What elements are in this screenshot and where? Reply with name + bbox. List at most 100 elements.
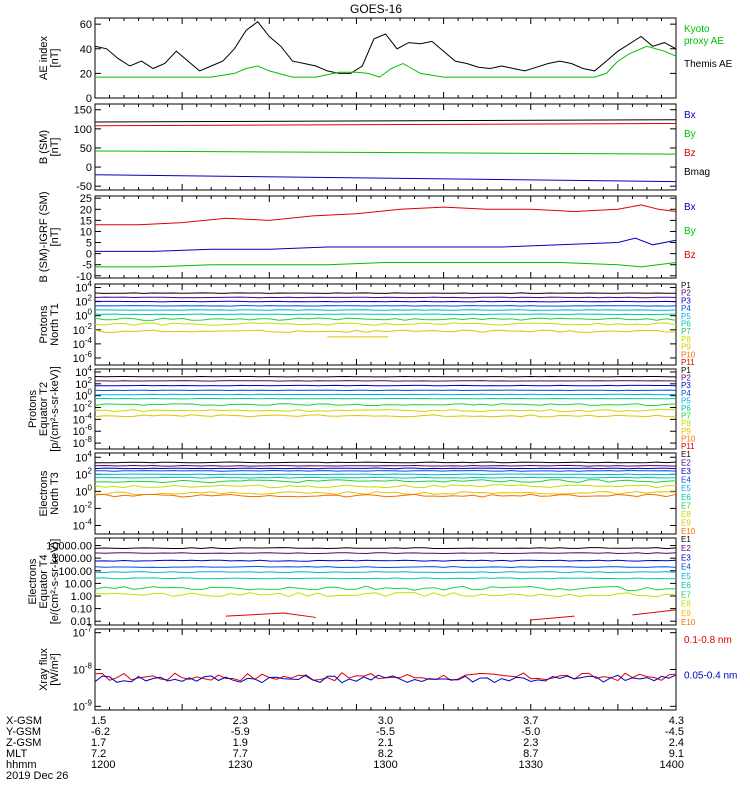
- y-axis-label: B (SM): [38, 130, 50, 164]
- series-line-xray: [94, 672, 677, 682]
- y-tick-label: 10000.00: [46, 541, 92, 553]
- tick-value: 8.2: [378, 748, 393, 760]
- legend-entry: P2: [681, 289, 691, 298]
- y-tick-label: 40: [80, 44, 92, 56]
- legend-entry: P9: [681, 427, 691, 436]
- series-line-xray: [94, 674, 677, 684]
- legend-entry: P6: [681, 320, 691, 329]
- tick-value: 1230: [228, 759, 252, 771]
- series-line-channel-2: [94, 552, 677, 555]
- y-tick-label: -10: [76, 271, 92, 283]
- series-line-channel-7: [94, 403, 677, 407]
- legend-entry: proxy AE: [684, 36, 724, 47]
- tick-value: 1400: [660, 759, 684, 771]
- tick-value: 1.9: [233, 737, 248, 749]
- y-axis-label: AE index: [38, 35, 50, 80]
- y-tick-label: 150: [74, 105, 92, 117]
- y-tick-label: 20: [80, 68, 92, 80]
- series-line-channel-3: [95, 300, 677, 303]
- y-axis-label: Equator T2: [38, 382, 50, 436]
- y-axis-label: Protons: [38, 305, 50, 343]
- y-tick-label: 102: [75, 466, 92, 481]
- series-line-channel-4: [95, 470, 677, 472]
- y-tick-label: 10-4: [73, 336, 93, 351]
- legend-entry: E5: [681, 572, 691, 581]
- series-line-channel-9: [94, 329, 677, 333]
- tick-value: 1.7: [91, 737, 106, 749]
- y-tick-label: 10-8: [73, 662, 93, 677]
- legend-entry: E7: [681, 501, 691, 510]
- tick-value: -6.2: [91, 726, 110, 738]
- y-axis-label: North T1: [49, 303, 61, 346]
- tick-value: -4.5: [665, 726, 684, 738]
- series-line-bmag: [94, 119, 677, 123]
- series-line-channel-7: [94, 317, 677, 321]
- y-axis-label: [p/(cm²-s-sr-keV)]: [49, 366, 61, 452]
- series-line-channel-9: [94, 414, 677, 418]
- y-tick-label: 100.00: [58, 566, 92, 578]
- series-line-channel-1: [94, 292, 676, 294]
- row-label: Y-GSM: [6, 726, 41, 738]
- series-line-channel-10: [94, 493, 677, 498]
- tick-value: 7.7: [233, 748, 248, 760]
- y-axis-label: [nT]: [49, 138, 61, 157]
- legend-entry: E1: [681, 535, 691, 544]
- legend-entry: 0.1-0.8 nm: [684, 635, 732, 646]
- legend-entry: E9: [681, 609, 691, 618]
- legend-entry: E2: [681, 459, 691, 468]
- series-fragment-e9: [632, 609, 677, 616]
- series-line-channel-8: [94, 592, 677, 598]
- series-line-channel-5: [94, 473, 677, 476]
- y-axis-label: Protons: [27, 390, 39, 428]
- tick-value: 2.1: [378, 737, 393, 749]
- tick-value: -5.9: [231, 726, 250, 738]
- y-tick-label: 1.00: [71, 591, 92, 603]
- y-axis-label: [nT]: [49, 49, 61, 68]
- series-line-channel-7: [94, 585, 677, 592]
- tick-value: -5.5: [376, 726, 395, 738]
- legend-entry: P10: [681, 350, 696, 359]
- series-line-channel-4: [94, 565, 677, 569]
- y-axis-label: [W/m²]: [49, 653, 61, 685]
- series-line-by: [95, 262, 677, 268]
- y-axis-label: Electrons: [27, 558, 39, 604]
- y-tick-label: 10-8: [73, 435, 93, 450]
- legend-entry: Bmag: [684, 167, 710, 178]
- y-tick-label: 10-4: [73, 517, 93, 532]
- panel-6: 104 102 100 10-2 10-4 Electrons North T3 E1E2E3…: [38, 449, 696, 536]
- y-tick-label: 104: [75, 449, 92, 464]
- legend-entry: P1: [681, 281, 691, 290]
- y-axis-label: Xray flux: [38, 648, 50, 691]
- legend-entry: E2: [681, 544, 691, 553]
- legend-entry: P8: [681, 419, 691, 428]
- legend-entry: P11: [681, 442, 695, 451]
- tick-value: -5.0: [521, 726, 540, 738]
- legend-entry: P8: [681, 335, 691, 344]
- legend-entry: By: [684, 129, 696, 140]
- series-line-channel-4: [94, 389, 677, 392]
- series-line-channel-6: [94, 577, 677, 580]
- y-tick-label: 50: [80, 143, 92, 155]
- legend-entry: P5: [681, 396, 691, 405]
- y-tick-label: 60: [80, 19, 92, 31]
- legend-entry: E7: [681, 590, 691, 599]
- series-line-by: [94, 150, 677, 155]
- legend-entry: 0.05-0.4 nm: [684, 671, 737, 682]
- panel-frame: [94, 103, 677, 191]
- y-tick-label: 1000.00: [52, 553, 92, 565]
- legend-entry: P10: [681, 434, 696, 443]
- y-axis-label: [e/(cm²-s-sr-keV)]: [49, 539, 61, 625]
- y-tick-label: 0: [86, 162, 92, 174]
- y-tick-label: 5: [86, 238, 92, 250]
- legend-entry: P3: [681, 381, 691, 390]
- series-line-channel-6: [95, 313, 677, 316]
- y-axis-label: [nT]: [49, 228, 61, 247]
- row-label: Z-GSM: [6, 737, 41, 749]
- legend-entry: E3: [681, 467, 691, 476]
- y-tick-label: 104: [75, 280, 92, 295]
- legend-entry: P9: [681, 343, 691, 352]
